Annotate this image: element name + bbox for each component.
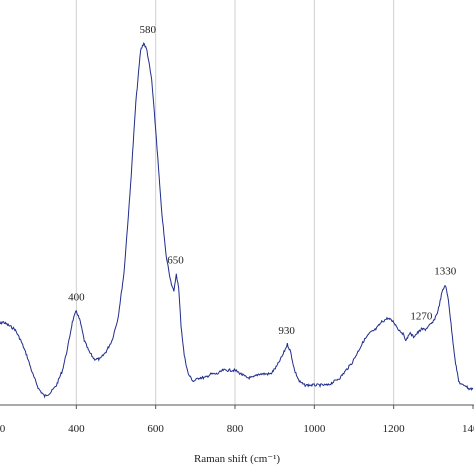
peak-label-650: 650: [167, 255, 184, 267]
peak-label-580: 580: [139, 24, 156, 36]
x-tick-label-1000: 1000: [303, 423, 326, 435]
x-tick-label-400: 400: [68, 423, 85, 435]
x-tick-label-200: 200: [0, 423, 6, 435]
x-tick-label-800: 800: [227, 423, 244, 435]
peak-label-1330: 1330: [434, 266, 457, 278]
peak-label-1270: 1270: [410, 310, 433, 322]
peak-label-930: 930: [278, 325, 295, 337]
x-tick-label-600: 600: [147, 423, 164, 435]
x-tick-label-1400: 1400: [462, 423, 474, 435]
peak-label-400: 400: [68, 292, 85, 304]
spectrum-line-0: [0, 41, 474, 399]
x-tick-label-1200: 1200: [383, 423, 406, 435]
x-axis-title: Raman shift (cm⁻¹): [194, 453, 280, 465]
